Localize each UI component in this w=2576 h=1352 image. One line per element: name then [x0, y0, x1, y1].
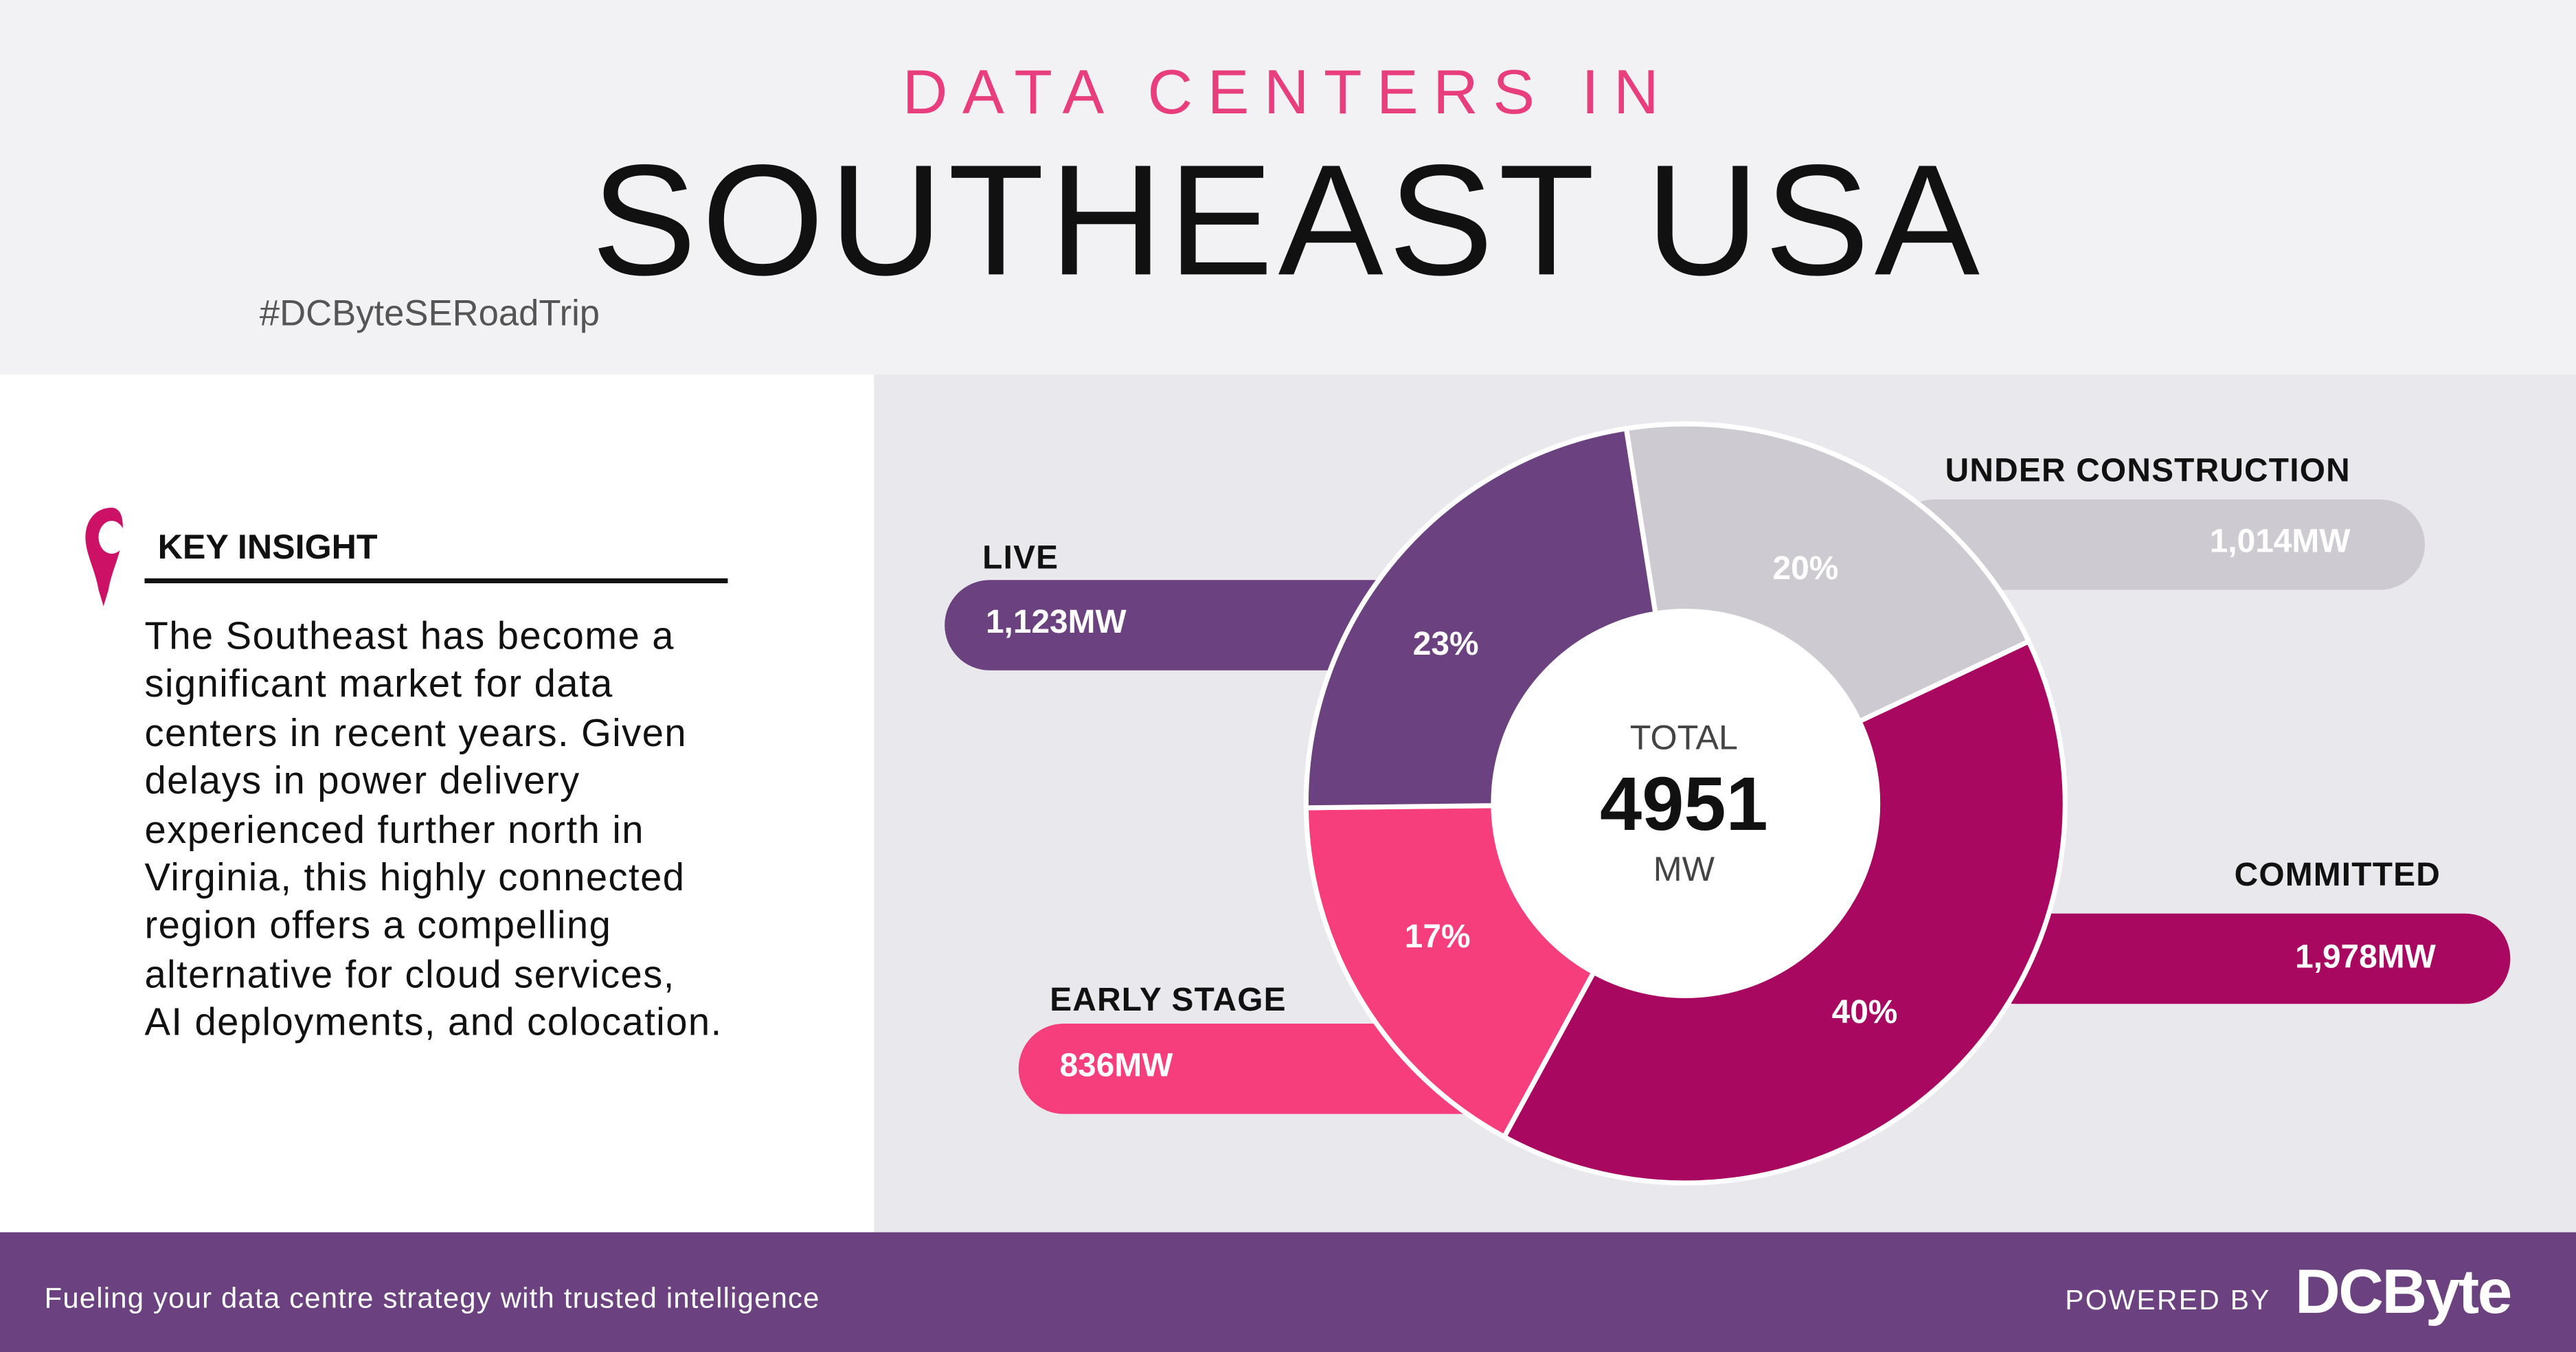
map-pin-icon	[85, 508, 125, 607]
insight-text: The Southeast has become a significant m…	[144, 613, 834, 1048]
header: DATA CENTERS IN SOUTHEAST USA #DCByteSER…	[0, 0, 2576, 375]
early-stage-value: 836MW	[1059, 1048, 1173, 1085]
divider	[144, 578, 728, 584]
text-line: delays in power delivery	[144, 759, 580, 802]
text-line: experienced further north in	[144, 807, 644, 850]
dcbyte-logo[interactable]: DCByte	[2295, 1258, 2512, 1328]
kicker: DATA CENTERS IN	[902, 59, 1674, 128]
powered-by: POWERED BY	[2065, 1285, 2271, 1316]
text-line: centers in recent years. Given	[144, 711, 688, 754]
under-construction-percent: 20%	[1772, 551, 1839, 587]
total-label: TOTAL	[1629, 719, 1739, 758]
insight-panel	[0, 374, 874, 1232]
legend-early-stage: EARLY STAGE	[1050, 982, 1287, 1019]
legend-under-construction: UNDER CONSTRUCTION	[1945, 453, 2351, 490]
live-value: 1,123MW	[985, 605, 1127, 641]
committed-value: 1,978MW	[2295, 939, 2436, 976]
early-stage-percent: 17%	[1404, 919, 1471, 956]
tagline: Fueling your data centre strategy with t…	[44, 1281, 820, 1315]
text-line: alternative for cloud services,	[144, 952, 675, 995]
hashtag: #DCByteSERoadTrip	[259, 292, 600, 334]
key-insight-heading: KEY INSIGHT	[157, 529, 378, 567]
committed-percent: 40%	[1831, 995, 1898, 1031]
text-line: AI deployments, and colocation.	[144, 1001, 723, 1044]
text-line: The Southeast has become a	[144, 614, 675, 657]
text-line: significant market for data	[144, 662, 613, 706]
legend-live: LIVE	[982, 540, 1059, 577]
live-percent: 23%	[1412, 627, 1479, 664]
text-line: region offers a compelling	[144, 904, 612, 947]
donut-hole	[1493, 611, 1878, 996]
total-unit: MW	[1653, 850, 1715, 889]
legend-committed: COMMITTED	[2234, 857, 2441, 894]
footer	[0, 1232, 2576, 1352]
total-value: 4951	[1600, 760, 1768, 846]
text-line: Virginia, this highly connected	[144, 856, 686, 899]
under-construction-value: 1,014MW	[2209, 523, 2351, 561]
committed-pill	[1971, 913, 2511, 1004]
page-title: SOUTHEAST USA	[591, 133, 1985, 309]
